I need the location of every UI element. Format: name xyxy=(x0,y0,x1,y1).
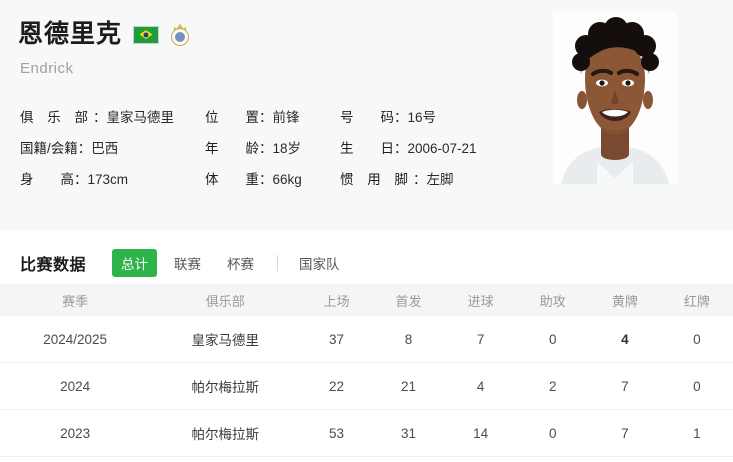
cell-starts: 31 xyxy=(372,409,445,457)
stats-section-title: 比赛数据 xyxy=(20,257,87,274)
info-row: 国籍/会籍 ： 巴西 年 龄 ： 18岁 生 日 ： 2006-07-21 xyxy=(20,131,530,162)
cell-red-cards: 0 xyxy=(660,362,733,410)
stats-table: 赛季 俱乐部 上场 首发 进球 助攻 黄牌 红牌 2024/2025 皇家马德里… xyxy=(0,284,733,457)
cell-yellow-cards: 4 xyxy=(588,316,661,363)
tab-divider xyxy=(277,255,279,271)
page-title: 恩德里克 xyxy=(18,20,123,48)
info-preferred-foot: 惯 用 脚 ： 左脚 xyxy=(340,171,454,187)
cell-season: 2024 xyxy=(0,362,151,410)
info-birthday: 生 日 ： 2006-07-21 xyxy=(340,140,477,156)
col-header-yellow: 黄牌 xyxy=(611,293,638,309)
cell-red-cards: 0 xyxy=(660,316,733,363)
info-row: 身 高 ： 173cm 体 重 ： 66kg 惯 用 脚 ： 左脚 xyxy=(20,162,530,193)
cell-yellow-cards: 7 xyxy=(588,362,661,410)
real-madrid-crest-icon xyxy=(170,23,190,46)
cell-club: 皇家马德里 xyxy=(150,316,301,363)
player-portrait-photo xyxy=(553,12,677,184)
stats-tabs-bar: 比赛数据 总计 联赛 杯赛 国家队 xyxy=(0,242,733,284)
info-row: 俱 乐 部 ： 皇家马德里 位 置 ： 前锋 号 码 ： 16号 xyxy=(20,100,530,131)
col-header-assists: 助攻 xyxy=(539,293,566,309)
player-profile-panel: 恩德里克 Endrick 俱 乐 部 ： 皇家马德里 位 置 ： 前锋 xyxy=(0,0,733,230)
cell-season: 2024/2025 xyxy=(0,316,151,363)
info-height: 身 高 ： 173cm xyxy=(20,171,129,187)
table-row[interactable]: 2024/2025 皇家马德里 37 8 7 0 4 0 xyxy=(0,316,733,363)
brazil-flag-icon xyxy=(133,25,160,44)
col-header-season: 赛季 xyxy=(62,293,89,309)
cell-assists: 0 xyxy=(516,316,589,363)
col-header-goals: 进球 xyxy=(467,293,494,309)
cell-goals: 4 xyxy=(444,362,517,410)
tab-cup[interactable]: 杯赛 xyxy=(227,257,255,272)
cell-goals: 7 xyxy=(444,316,517,363)
table-row[interactable]: 2023 帕尔梅拉斯 53 31 14 0 7 1 xyxy=(0,409,733,457)
cell-season: 2023 xyxy=(0,409,151,457)
cell-red-cards: 1 xyxy=(660,409,733,457)
tab-total[interactable]: 总计 xyxy=(112,249,158,277)
info-club: 俱 乐 部 ： 皇家马德里 xyxy=(20,109,175,125)
cell-goals: 14 xyxy=(444,409,517,457)
cell-apps: 53 xyxy=(300,409,373,457)
cell-apps: 22 xyxy=(300,362,373,410)
info-position: 位 置 ： 前锋 xyxy=(205,109,300,125)
cell-assists: 2 xyxy=(516,362,589,410)
section-spacer xyxy=(0,230,733,242)
cell-starts: 8 xyxy=(372,316,445,363)
info-age: 年 龄 ： 18岁 xyxy=(205,140,302,156)
table-row[interactable]: 2024 帕尔梅拉斯 22 21 4 2 7 0 xyxy=(0,362,733,410)
cell-apps: 37 xyxy=(300,316,373,363)
cell-club: 帕尔梅拉斯 xyxy=(150,409,301,457)
player-alias: Endrick xyxy=(20,60,74,77)
col-header-apps: 上场 xyxy=(323,293,350,309)
info-nationality: 国籍/会籍 ： 巴西 xyxy=(20,140,119,156)
cell-assists: 0 xyxy=(516,409,589,457)
col-header-club: 俱乐部 xyxy=(205,293,245,309)
info-weight: 体 重 ： 66kg xyxy=(205,171,302,187)
tab-league[interactable]: 联赛 xyxy=(174,257,202,272)
player-info-grid: 俱 乐 部 ： 皇家马德里 位 置 ： 前锋 号 码 ： 16号 国籍/会籍 ：… xyxy=(20,100,530,193)
info-shirt-number: 号 码 ： 16号 xyxy=(340,109,437,125)
cell-club: 帕尔梅拉斯 xyxy=(150,362,301,410)
tab-national[interactable]: 国家队 xyxy=(299,257,340,272)
col-header-starts: 首发 xyxy=(395,293,422,309)
table-header-row: 赛季 俱乐部 上场 首发 进球 助攻 黄牌 红牌 xyxy=(0,284,733,316)
player-name-row: 恩德里克 xyxy=(18,22,190,47)
col-header-red: 红牌 xyxy=(683,293,710,309)
cell-starts: 21 xyxy=(372,362,445,410)
cell-yellow-cards: 7 xyxy=(588,409,661,457)
